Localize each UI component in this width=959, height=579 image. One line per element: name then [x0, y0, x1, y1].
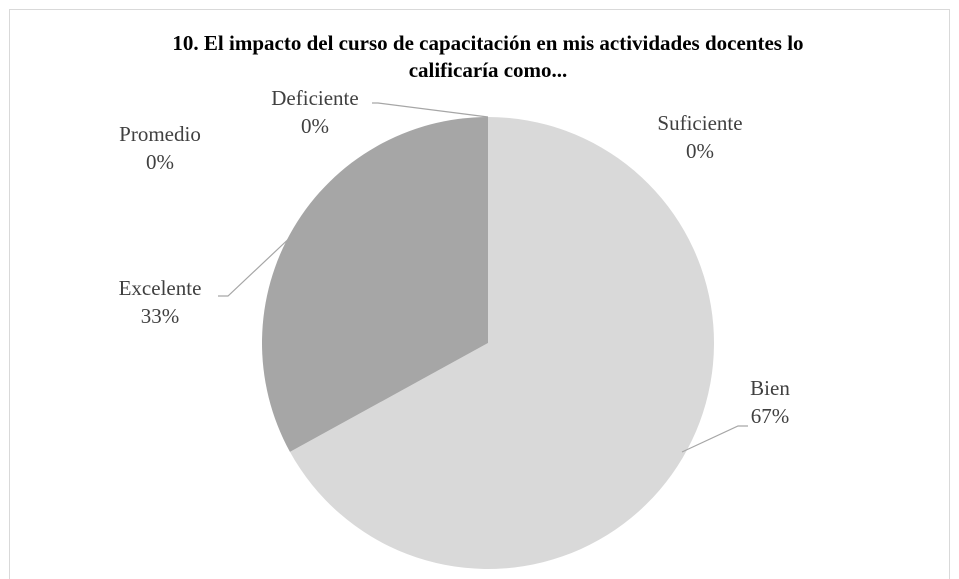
chart-title: calificaría como... — [409, 58, 568, 82]
slice-label: Suficiente — [657, 111, 742, 135]
slice-value-label: 33% — [141, 304, 180, 328]
slice-label: Deficiente — [271, 86, 358, 110]
slice-label: Promedio — [119, 122, 201, 146]
slice-value-label: 0% — [301, 114, 329, 138]
slice-label: Bien — [750, 376, 790, 400]
pie-slice — [261, 116, 488, 452]
leader-line — [681, 425, 748, 453]
slice-value-label: 67% — [751, 404, 790, 428]
slice-value-label: 0% — [146, 150, 174, 174]
slice-value-label: 0% — [686, 139, 714, 163]
leader-line — [372, 102, 489, 118]
pie — [261, 116, 714, 569]
slice-label: Excelente — [119, 276, 202, 300]
chart-title: 10. El impacto del curso de capacitación… — [172, 31, 803, 55]
pie-slice — [289, 117, 714, 569]
leader-line — [218, 231, 297, 297]
